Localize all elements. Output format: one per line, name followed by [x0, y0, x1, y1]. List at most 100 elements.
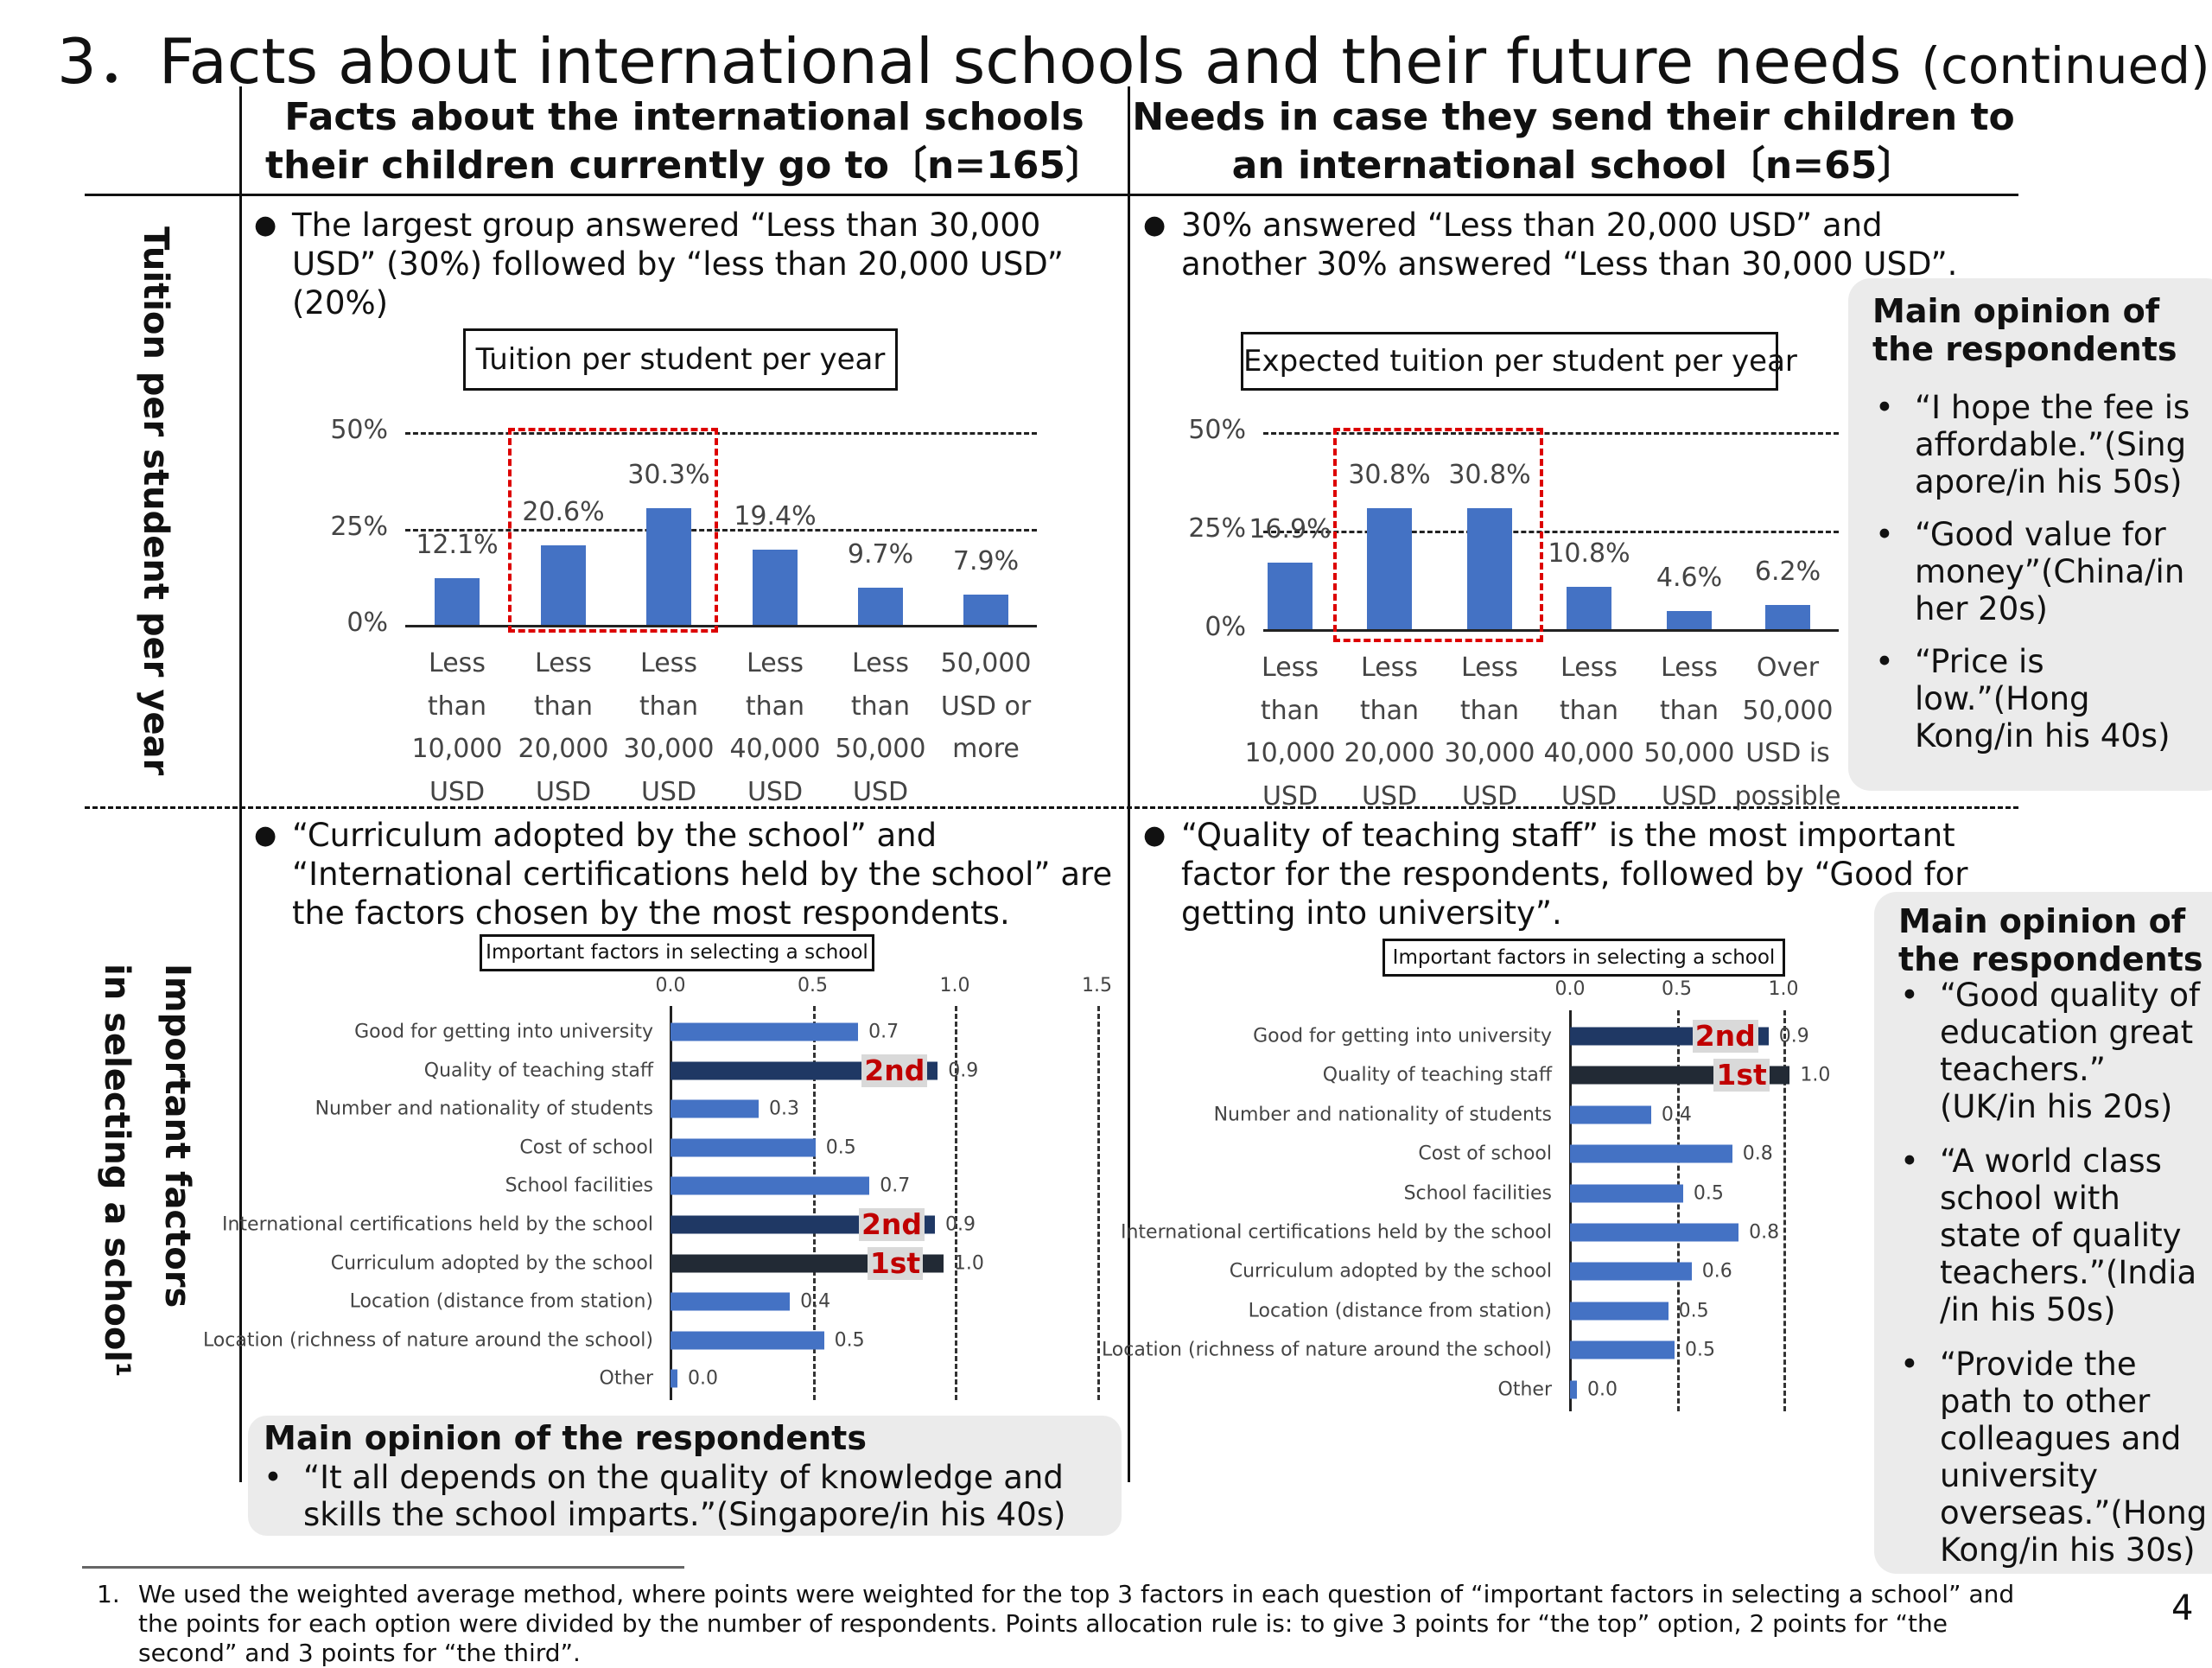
category-label: Less than 20,000 USD [518, 642, 609, 813]
rank-badge: 1st [1713, 1059, 1770, 1092]
bar-value-label: 0.5 [1685, 1339, 1716, 1361]
bar [671, 1331, 824, 1350]
category-label-line: Less [1262, 653, 1319, 683]
bullet-line: “Curriculum adopted by the school” and [292, 817, 938, 854]
bar [1765, 604, 1810, 629]
page-title: 3．Facts about international schools and … [57, 10, 2210, 101]
opinion-line: education great [1940, 1014, 2194, 1051]
bar-value-label: 0.7 [868, 1021, 899, 1043]
bullet-line: 30% answered “Less than 20,000 USD” and [1181, 207, 1883, 244]
opinion-line: teachers.”(India [1940, 1254, 2197, 1291]
category-label-line: than [1659, 695, 1719, 726]
category-label-line: Less [1661, 653, 1718, 683]
footnote-number: 1. [97, 1580, 120, 1608]
column-header-left-line: their children currently go to〔n=165〕 [265, 143, 1103, 188]
category-label: Less than 40,000 USD [1544, 646, 1635, 818]
category-label-line: than [639, 691, 699, 722]
bar [541, 545, 586, 625]
bar-value-label: 0.0 [1587, 1378, 1618, 1401]
bar [1567, 586, 1611, 629]
bar [671, 1292, 791, 1311]
bar-value-label: 0.8 [1742, 1143, 1773, 1165]
opinion-line: /in his 50s) [1940, 1291, 2116, 1328]
category-label: Less than 10,000 USD [412, 642, 503, 813]
bullet-icon: • [264, 1459, 283, 1496]
category-label-line: USD [747, 776, 804, 807]
bar-value-label: 0.5 [1693, 1182, 1724, 1205]
gridline [1096, 1006, 1100, 1400]
title-suffix: (continued) [1921, 36, 2210, 95]
category-label: Cost of school [519, 1136, 653, 1159]
category-label-line: USD is [1745, 738, 1830, 768]
bullet-icon: • [1900, 1143, 1919, 1180]
bullet-line: The largest group answered “Less than 30… [292, 207, 1041, 244]
bullet-line: getting into university”. [1181, 894, 1562, 932]
bar [963, 594, 1008, 625]
highlight-box [508, 428, 718, 633]
category-label: School facilities [1403, 1182, 1552, 1205]
opinion-line: “It all depends on the quality of knowle… [303, 1459, 1064, 1496]
bar-value-label: 0.9 [1778, 1025, 1809, 1047]
bar [1268, 562, 1313, 629]
title-main: 3．Facts about international schools and … [57, 25, 1902, 98]
column-header-right-line: Needs in case they send their children t… [1132, 95, 2015, 139]
x-tick-label: 1.0 [939, 975, 970, 996]
x-tick-label: 0.0 [1554, 978, 1586, 1000]
bullet-icon: • [1900, 1346, 1919, 1383]
category-label: Less than 30,000 USD [1445, 646, 1535, 818]
chart-title: Important factors in selecting a school [480, 934, 874, 971]
bar-value-label: 9.7% [847, 538, 914, 570]
bar-value-label: 1.0 [953, 1252, 984, 1275]
bar-value-label: 30.3% [627, 459, 710, 490]
category-label-line: 50,000 [940, 648, 1032, 678]
bar [1570, 1302, 1669, 1321]
bullet-line: “International certifications held by th… [292, 856, 1113, 893]
bullet-icon: ● [1143, 820, 1166, 850]
chart-title: Expected tuition per student per year [1241, 332, 1797, 391]
x-axis [1263, 629, 1839, 632]
opinion-line: state of quality [1940, 1217, 2182, 1254]
category-label-line: than [533, 691, 594, 722]
opinion-heading-line: Main opinion of [1872, 292, 2160, 330]
category-label-line: Less [1361, 653, 1418, 683]
bullet-icon: • [1875, 389, 1894, 426]
opinion-line: “Provide the [1940, 1346, 2137, 1383]
opinion-line: apore/in his 50s) [1915, 463, 2183, 500]
opinion-line: teachers.” [1940, 1051, 2106, 1088]
opinion-line: money”(China/in [1915, 553, 2185, 590]
bar [671, 1022, 859, 1041]
column-header-right: Needs in case they send their children t… [1128, 93, 2018, 190]
row-divider [85, 806, 2018, 809]
opinion-line: skills the school imparts.”(Singapore/in… [303, 1496, 1066, 1533]
bar-value-label: 0.8 [1749, 1221, 1780, 1244]
opinion-heading: Main opinion of the respondents [1872, 292, 2177, 368]
category-label: Other [1497, 1378, 1552, 1401]
category-label-line: 50,000 [1742, 695, 1834, 726]
category-label-line: 40,000 [729, 734, 821, 764]
bar [671, 1138, 816, 1157]
opinion-line: colleagues and [1940, 1420, 2182, 1457]
opinion-line: university [1940, 1457, 2099, 1494]
bullet-line: the factors chosen by the most responden… [292, 894, 1010, 932]
opinion-item: • “I hope the fee is affordable.”(Sing apor… [1875, 389, 2190, 500]
bar [671, 1176, 870, 1195]
y-tick-label: 50% [330, 415, 388, 445]
bullet-line: factor for the respondents, followed by … [1181, 856, 1968, 893]
y-tick-label: 25% [1188, 513, 1246, 544]
category-label-line: USD [1661, 780, 1718, 812]
category-label-line: Less [1461, 653, 1518, 683]
category-label-line: Less [640, 648, 697, 678]
y-axis [1569, 1010, 1572, 1411]
bar-value-label: 0.6 [1701, 1260, 1732, 1283]
x-tick-label: 1.5 [1082, 975, 1112, 996]
category-label-line: Less [852, 648, 909, 678]
bar-value-label: 19.4% [734, 501, 817, 532]
category-label-line: USD [640, 776, 697, 807]
bullet-icon: • [1875, 643, 1894, 680]
y-tick-label: 0% [1205, 612, 1246, 642]
row-label-factors-line2: in selecting a school¹ [97, 964, 137, 1378]
category-label: Less than 20,000 USD [1344, 646, 1435, 818]
category-label-line: USD [852, 776, 909, 807]
x-axis [405, 625, 1037, 627]
rank-badge: 2nd [861, 1054, 928, 1087]
